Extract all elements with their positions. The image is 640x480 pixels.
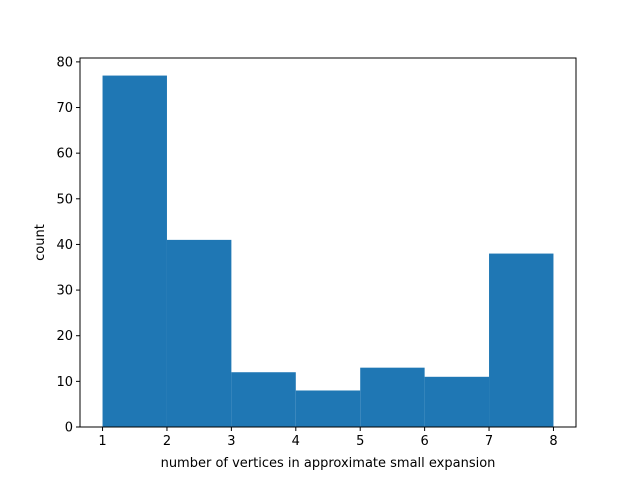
x-tick-label: 7	[485, 434, 493, 449]
y-tick-label: 40	[56, 238, 73, 253]
plot-frame	[79, 57, 577, 428]
x-tick-label: 6	[420, 434, 428, 449]
histogram-bar	[424, 376, 490, 427]
y-tick-label: 50	[56, 192, 73, 207]
y-tick-label: 0	[65, 421, 73, 436]
histogram-bar	[102, 75, 167, 428]
y-tick-label: 10	[56, 375, 73, 390]
y-tick-label: 30	[56, 284, 73, 299]
histogram-bar	[360, 367, 425, 427]
bars-group	[102, 75, 554, 428]
y-tick-label: 20	[56, 329, 73, 344]
histogram-bar	[489, 253, 554, 427]
y-tick-label: 70	[56, 101, 73, 116]
x-axis-label: number of vertices in approximate small …	[161, 456, 496, 471]
histogram-bar	[166, 239, 232, 427]
histogram-bar	[295, 390, 361, 427]
x-tick-label: 8	[549, 434, 557, 449]
y-tick-label: 80	[56, 55, 73, 70]
y-tick-label: 60	[56, 147, 73, 162]
x-tick-label: 4	[292, 434, 300, 449]
x-tick-label: 5	[356, 434, 364, 449]
x-tick-label: 3	[227, 434, 235, 449]
y-axis-label: count	[33, 224, 48, 261]
histogram-bar	[231, 372, 296, 427]
x-tick-label: 2	[163, 434, 171, 449]
x-tick-label: 1	[98, 434, 106, 449]
x-axis-ticks: 1 2 3 4 5 6 7 8	[98, 427, 558, 449]
y-axis-ticks: 0 10 20 30 40 50 60 70 80	[56, 55, 80, 436]
